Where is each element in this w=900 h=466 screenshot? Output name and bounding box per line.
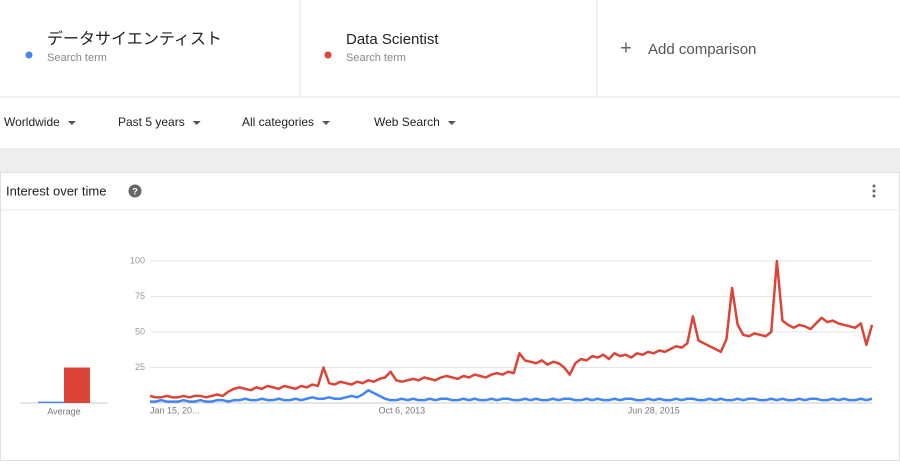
filter-bar: Worldwide Past 5 years All categories Web S… bbox=[4, 115, 456, 129]
dropdown-arrow bbox=[192, 121, 201, 125]
menu-dot bbox=[872, 194, 876, 198]
add-comparison[interactable]: + Add comparison bbox=[620, 37, 756, 59]
dropdown-arrow bbox=[322, 121, 331, 125]
dropdown-arrow bbox=[67, 121, 76, 125]
add-label: Add comparison bbox=[648, 41, 756, 58]
series-line bbox=[150, 388, 873, 403]
term-dot bbox=[324, 51, 332, 59]
y-tick-label: 25 bbox=[135, 362, 145, 372]
term-0[interactable]: データサイエンティスト Search term bbox=[25, 29, 222, 64]
filter[interactable]: All categories bbox=[242, 115, 331, 129]
y-tick-label: 75 bbox=[135, 291, 145, 301]
x-tick-label: Jun 28, 2015 bbox=[628, 405, 680, 415]
average-bar bbox=[64, 367, 90, 403]
filter[interactable]: Past 5 years bbox=[118, 115, 201, 129]
menu-dot bbox=[872, 184, 876, 188]
band bbox=[0, 148, 900, 172]
filter-label: Worldwide bbox=[4, 115, 60, 129]
filter-label: Past 5 years bbox=[118, 115, 185, 129]
y-tick-label: 100 bbox=[130, 255, 145, 265]
help-icon[interactable]: ? bbox=[128, 184, 142, 198]
menu-dot bbox=[872, 189, 876, 193]
filter-label: All categories bbox=[242, 115, 314, 129]
filter[interactable]: Worldwide bbox=[4, 115, 76, 129]
filter[interactable]: Web Search bbox=[374, 115, 456, 129]
x-tick-label: Jan 15, 20... bbox=[150, 405, 200, 415]
filter-label: Web Search bbox=[374, 115, 440, 129]
x-tick-label: Oct 6, 2013 bbox=[379, 405, 426, 415]
term-subtitle: Search term bbox=[47, 52, 107, 64]
menu[interactable] bbox=[872, 184, 876, 198]
term-dot bbox=[25, 51, 33, 59]
plot: 25 50 75 100 Jan 15, 20... Oct 6, 2013 Jun 28,… bbox=[20, 255, 874, 416]
term-name: Data Scientist bbox=[346, 31, 439, 48]
header-bg bbox=[0, 0, 900, 97]
help-glyph: ? bbox=[132, 186, 138, 196]
card bbox=[0, 172, 900, 461]
term-1[interactable]: Data Scientist Search term bbox=[324, 31, 440, 64]
average-bar bbox=[38, 401, 64, 403]
help-circle bbox=[128, 184, 142, 198]
plus-icon: + bbox=[620, 37, 632, 59]
term-name: データサイエンティスト bbox=[47, 29, 222, 48]
term-subtitle: Search term bbox=[346, 52, 406, 64]
average-label: Average bbox=[47, 406, 80, 416]
y-tick-label: 50 bbox=[135, 326, 145, 336]
series-line bbox=[149, 259, 874, 399]
dropdown-arrow bbox=[447, 121, 456, 125]
panel-title: Interest over time bbox=[6, 183, 106, 198]
